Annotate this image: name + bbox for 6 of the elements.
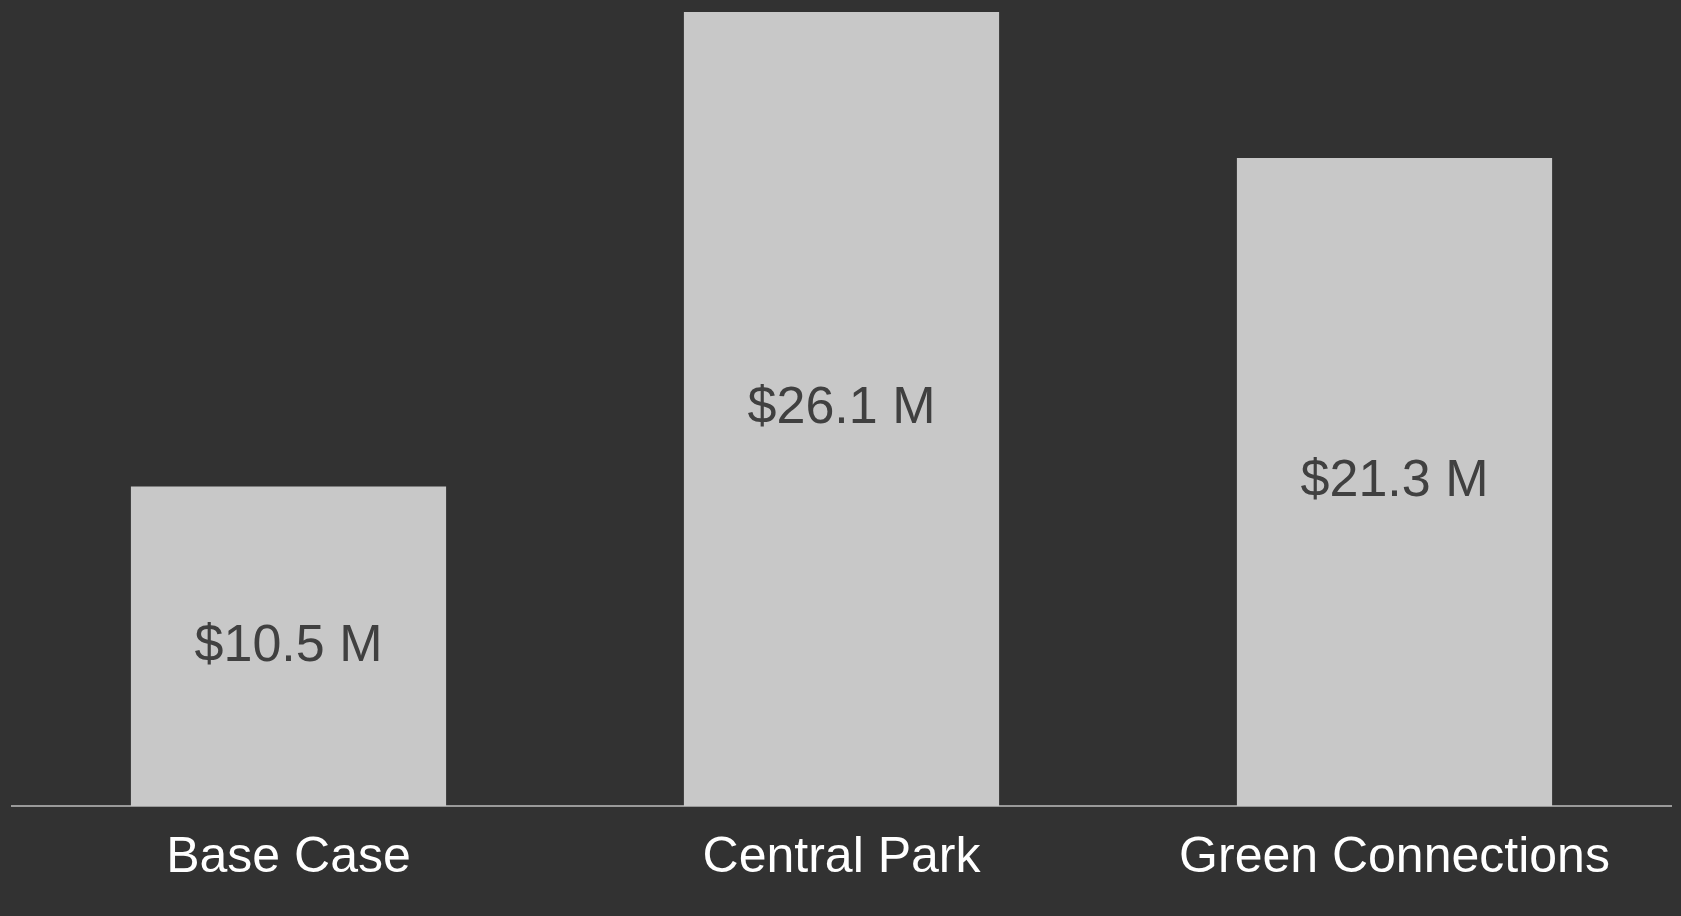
data-label: $26.1 M [747, 376, 936, 435]
data-label: $10.5 M [194, 613, 383, 672]
x-tick-label: Base Case [166, 826, 411, 883]
x-tick-label: Green Connections [1179, 826, 1610, 883]
x-tick-label: Central Park [702, 826, 982, 883]
data-label: $21.3 M [1300, 449, 1489, 508]
